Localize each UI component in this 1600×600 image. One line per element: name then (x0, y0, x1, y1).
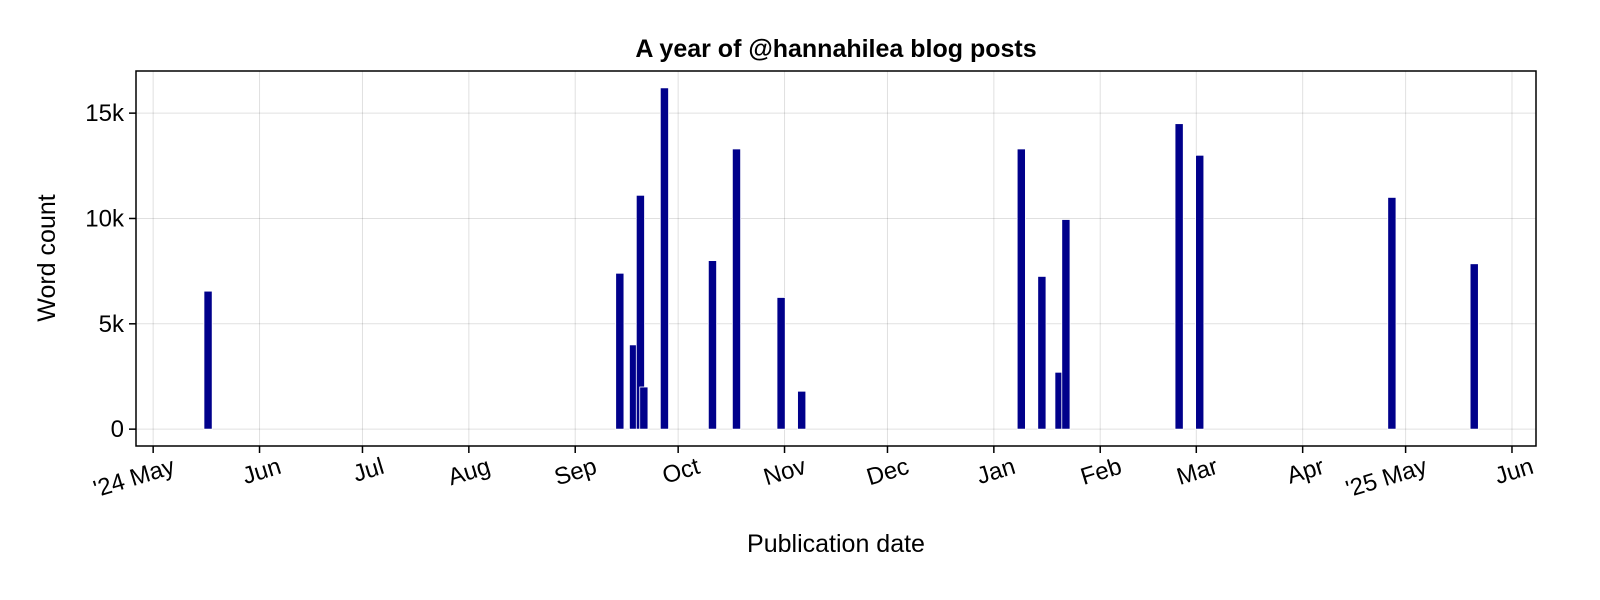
y-axis-label: Word count (33, 194, 61, 321)
x-tick-label: Aug (445, 453, 494, 491)
bar (1387, 197, 1397, 430)
x-axis-ticks: '24 May Jun Jul Aug Sep Oct Nov Dec Jan Feb Mar Apr… (90, 446, 1537, 503)
y-tick-label: 0 (111, 416, 124, 443)
bar (1061, 219, 1071, 430)
x-tick-label: Mar (1174, 453, 1221, 491)
bar (707, 260, 717, 430)
bar (1037, 276, 1047, 430)
bar (203, 290, 213, 430)
grid-lines (136, 71, 1536, 446)
x-tick-label: Jul (350, 453, 387, 488)
x-tick-label: '25 May (1343, 453, 1431, 503)
bar (797, 390, 807, 430)
y-tick-label: 10k (85, 205, 125, 232)
x-tick-label: '24 May (90, 453, 178, 503)
x-tick-label: Jun (239, 453, 284, 490)
x-tick-label: Oct (659, 453, 703, 490)
y-tick-label: 5k (99, 311, 125, 338)
x-tick-label: Sep (551, 453, 600, 491)
plot-frame (135, 70, 1537, 447)
bar (776, 297, 786, 430)
y-axis-ticks: 0 5k 10k 15k (85, 100, 136, 443)
bar (1016, 148, 1026, 430)
x-tick-label: Feb (1077, 453, 1124, 491)
x-tick-label: Apr (1284, 453, 1328, 490)
bar (615, 272, 625, 430)
bar (639, 386, 649, 430)
x-tick-label: Nov (761, 453, 810, 491)
y-tick-label: 15k (85, 100, 125, 127)
bar (1469, 263, 1479, 430)
bar (1195, 154, 1205, 430)
x-tick-label: Jan (974, 453, 1019, 490)
bar (1174, 123, 1184, 430)
x-tick-label: Jun (1492, 453, 1537, 490)
x-tick-label: Dec (863, 453, 912, 491)
x-axis-label: Publication date (747, 530, 925, 558)
chart-title: A year of @hannahilea blog posts (635, 35, 1036, 63)
bar (659, 87, 669, 430)
bar (731, 148, 742, 430)
bars (203, 87, 1479, 430)
